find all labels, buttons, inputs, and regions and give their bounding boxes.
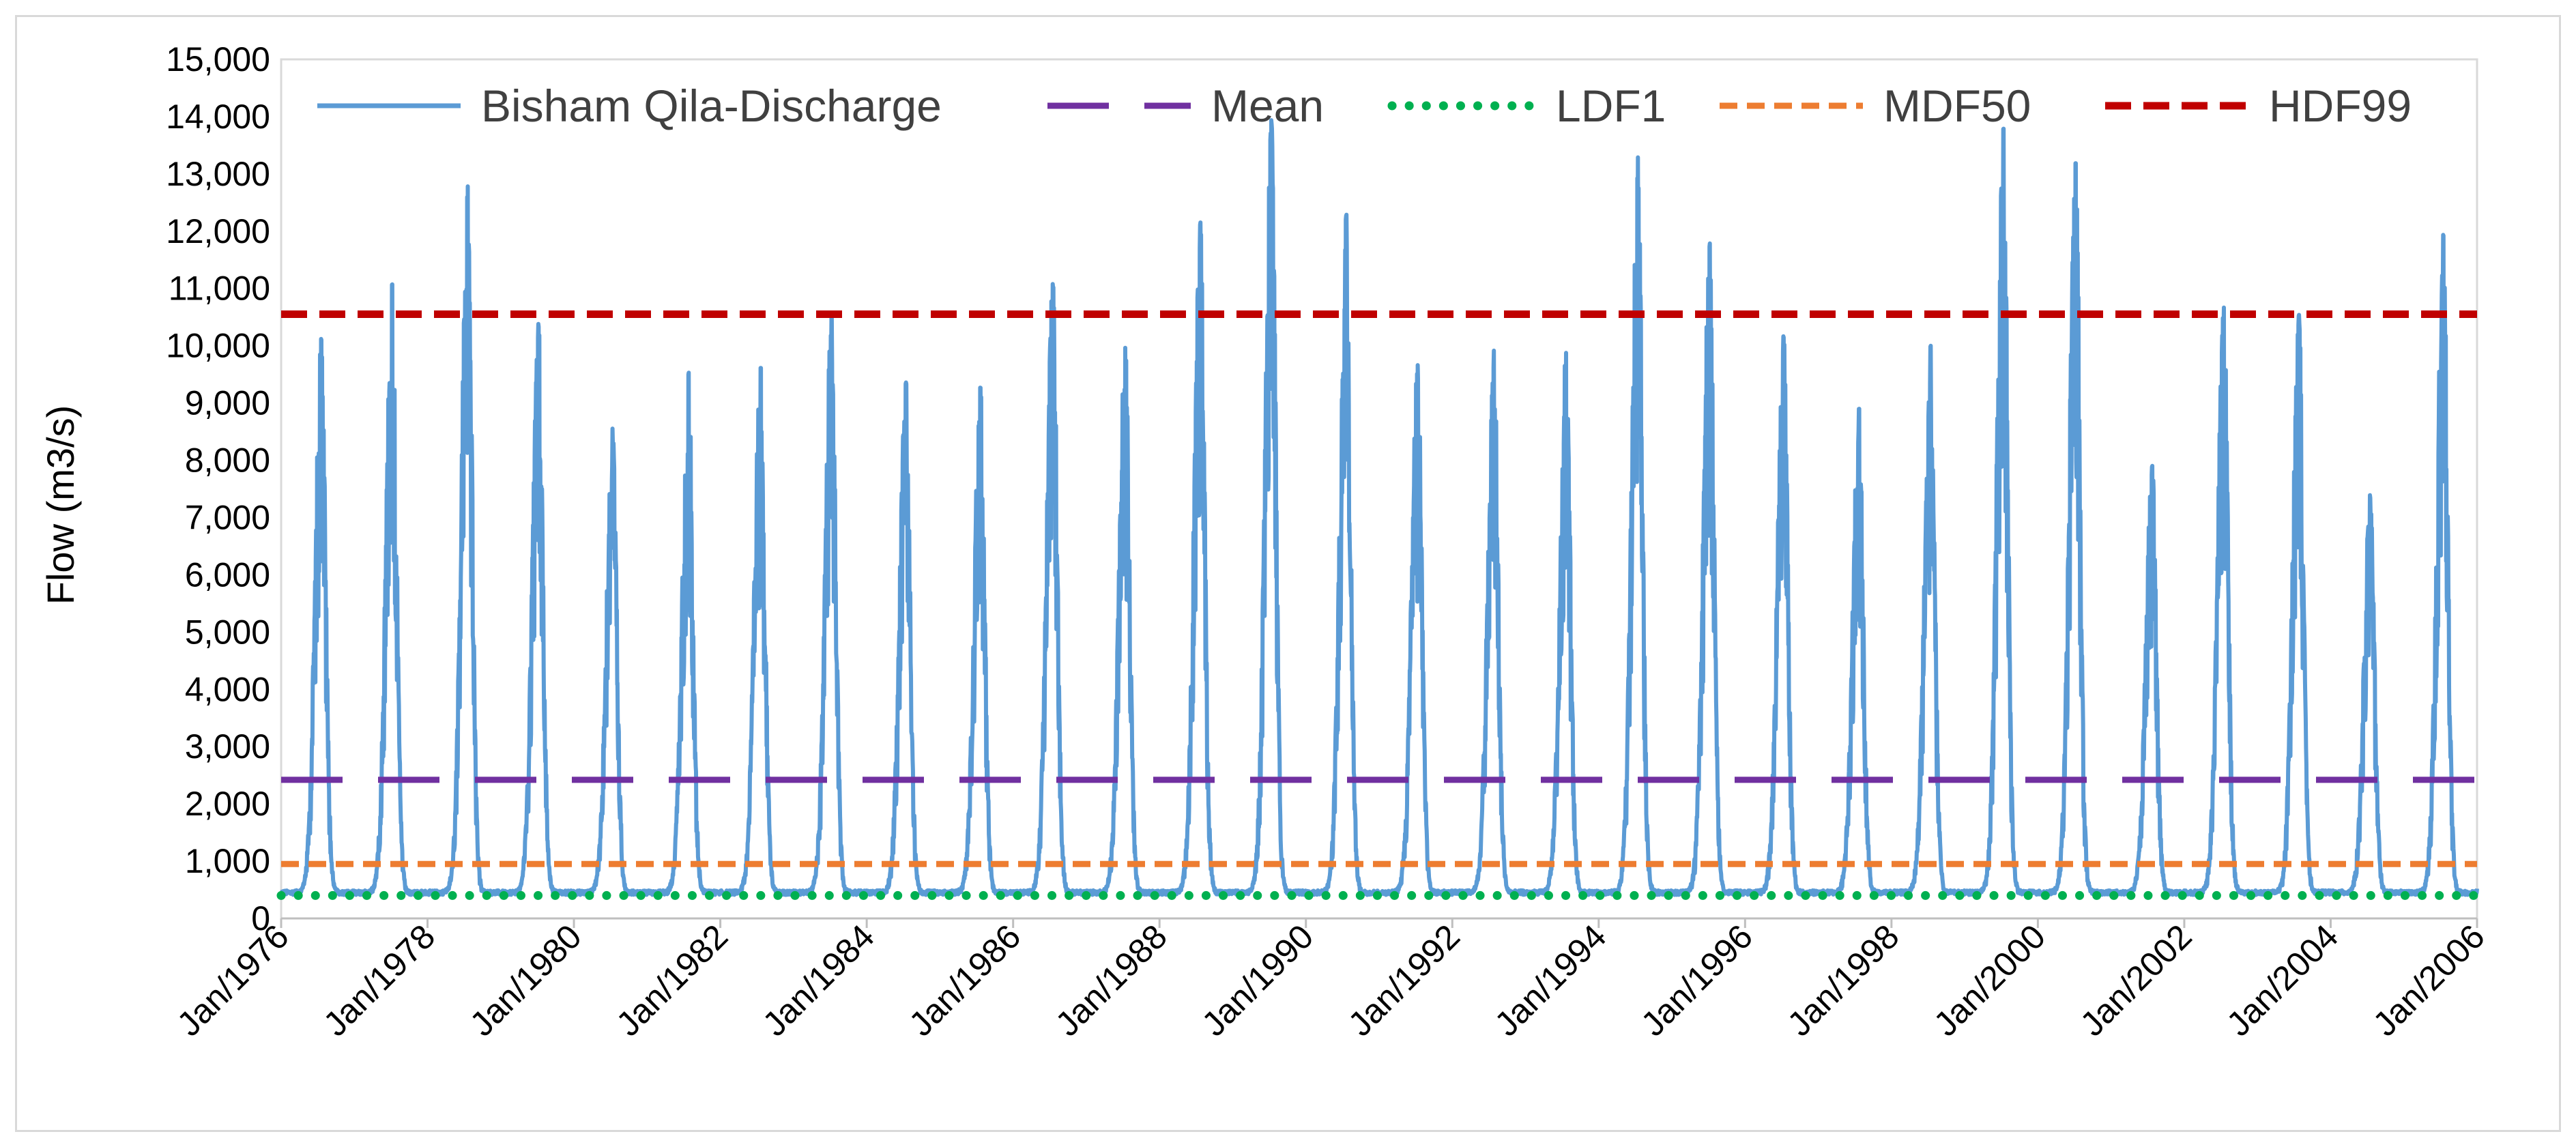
x-tick-label: Jan/1978 — [316, 917, 442, 1043]
legend-item: HDF99 — [2105, 81, 2412, 131]
x-tick-label: Jan/2006 — [2366, 917, 2492, 1043]
y-tick-label: 2,000 — [185, 785, 270, 823]
y-tick-label: 10,000 — [166, 327, 270, 365]
x-tick-label: Jan/1988 — [1048, 917, 1174, 1043]
y-tick-label: 11,000 — [169, 270, 270, 308]
y-tick-label: 7,000 — [185, 498, 270, 536]
legend-label: Mean — [1211, 81, 1324, 131]
y-tick-label: 9,000 — [185, 384, 270, 422]
legend-item: MDF50 — [1720, 81, 2031, 131]
x-tick-label: Jan/1990 — [1194, 917, 1320, 1043]
y-tick-label: 14,000 — [166, 98, 270, 136]
y-tick-label: 3,000 — [185, 727, 270, 766]
y-tick-label: 1,000 — [185, 842, 270, 880]
y-tick-label: 6,000 — [185, 555, 270, 594]
x-tick-label: Jan/1998 — [1780, 917, 1907, 1043]
x-tick-label: Jan/1996 — [1634, 917, 1760, 1043]
x-tick-label: Jan/1992 — [1341, 917, 1467, 1043]
x-tick-label: Jan/1994 — [1487, 917, 1613, 1043]
legend-item: Bisham Qila-Discharge — [317, 81, 942, 131]
legend-label: MDF50 — [1883, 81, 2031, 131]
chart-frame — [15, 15, 2561, 1132]
x-tick-label: Jan/1986 — [901, 917, 1028, 1043]
legend-label: HDF99 — [2269, 81, 2412, 131]
y-axis-title: Flow (m3/s) — [39, 405, 82, 605]
legend: Bisham Qila-Discharge Mean LDF1 MDF50 HDF99 — [317, 81, 2412, 131]
legend-label: Bisham Qila-Discharge — [481, 81, 942, 131]
y-tick-label: 8,000 — [185, 441, 270, 480]
y-tick-label: 5,000 — [185, 613, 270, 651]
legend-item: Mean — [1047, 81, 1324, 131]
x-tick-label: Jan/1976 — [170, 917, 296, 1043]
x-tick-label: Jan/1980 — [463, 917, 589, 1043]
legend-item: LDF1 — [1387, 81, 1666, 131]
reference-lines — [276, 310, 2482, 900]
x-tick-label: Jan/1984 — [755, 917, 882, 1043]
y-tick-label: 13,000 — [166, 155, 270, 193]
legend-label: LDF1 — [1556, 81, 1666, 131]
y-tick-label: 15,000 — [166, 40, 270, 78]
x-tick-label: Jan/2002 — [2073, 917, 2199, 1043]
x-tick-label: Jan/1982 — [609, 917, 735, 1043]
y-tick-label: 4,000 — [185, 670, 270, 708]
y-tick-label: 0 — [251, 899, 270, 938]
x-tick-label: Jan/2004 — [2219, 917, 2345, 1043]
x-tick-label: Jan/2000 — [1926, 917, 2053, 1043]
y-tick-label: 12,000 — [166, 212, 270, 250]
